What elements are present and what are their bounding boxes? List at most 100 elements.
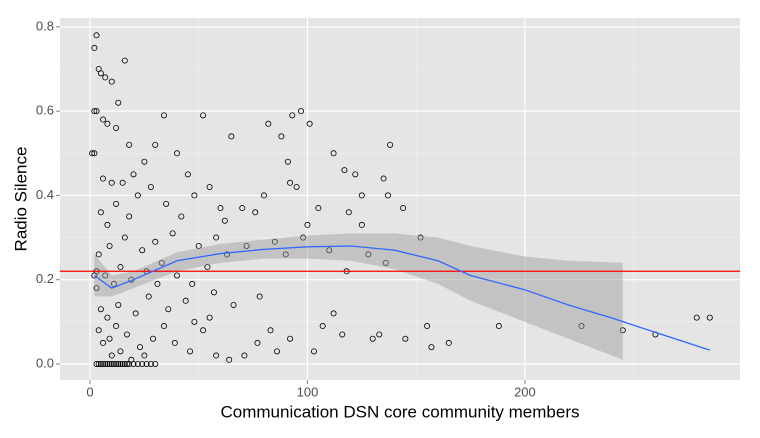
point	[345, 209, 352, 216]
x-tick-label: 0	[86, 384, 93, 399]
point	[213, 352, 220, 359]
point	[254, 339, 261, 346]
point	[402, 335, 409, 342]
point	[117, 264, 124, 271]
point	[154, 280, 161, 287]
point	[100, 360, 107, 367]
point	[95, 327, 102, 334]
point	[206, 314, 213, 321]
point	[330, 150, 337, 157]
point	[95, 251, 102, 258]
point	[91, 150, 98, 157]
point	[110, 360, 117, 367]
point	[152, 360, 159, 367]
smooth-line	[93, 245, 710, 351]
point	[226, 356, 233, 363]
point	[141, 352, 148, 359]
point	[365, 251, 372, 258]
point	[123, 331, 130, 338]
y-axis-title: Radio Silence	[11, 147, 30, 252]
point	[191, 192, 198, 199]
panel	[60, 18, 740, 380]
point	[106, 360, 113, 367]
point	[93, 108, 100, 115]
point	[445, 339, 452, 346]
point	[278, 133, 285, 140]
point	[169, 230, 176, 237]
point	[228, 133, 235, 140]
point	[213, 234, 220, 241]
point	[693, 314, 700, 321]
point	[578, 323, 585, 330]
point	[178, 213, 185, 220]
point	[293, 183, 300, 190]
y-tick-label: 0.8	[36, 18, 54, 33]
point	[147, 360, 154, 367]
point	[424, 323, 431, 330]
point	[150, 335, 157, 342]
point	[380, 175, 387, 182]
point	[310, 348, 317, 355]
y-tick-label: 0.4	[36, 187, 54, 202]
point	[217, 205, 224, 212]
point	[319, 323, 326, 330]
point	[134, 192, 141, 199]
point	[304, 221, 311, 228]
point	[115, 301, 122, 308]
point	[160, 323, 167, 330]
point	[126, 141, 133, 148]
point	[341, 167, 348, 174]
point	[158, 259, 165, 266]
point	[128, 356, 135, 363]
point	[134, 360, 141, 367]
point	[369, 335, 376, 342]
point	[130, 171, 137, 178]
point	[260, 192, 267, 199]
point	[91, 272, 98, 279]
point	[123, 360, 130, 367]
point	[195, 242, 202, 249]
point	[243, 242, 250, 249]
point	[119, 360, 126, 367]
point	[282, 251, 289, 258]
point	[252, 209, 259, 216]
point	[210, 289, 217, 296]
y-tick-label: 0.6	[36, 103, 54, 118]
point	[315, 205, 322, 212]
point	[126, 213, 133, 220]
point	[102, 360, 109, 367]
point	[104, 221, 111, 228]
point	[428, 344, 435, 351]
point	[387, 141, 394, 148]
point	[100, 339, 107, 346]
point	[139, 360, 146, 367]
point	[104, 314, 111, 321]
point	[115, 99, 122, 106]
point	[93, 285, 100, 292]
point	[132, 310, 139, 317]
point	[284, 158, 291, 165]
y-tick-label: 0.0	[36, 355, 54, 370]
point	[339, 331, 346, 338]
point	[108, 179, 115, 186]
point	[97, 360, 104, 367]
point	[206, 183, 213, 190]
point	[187, 348, 194, 355]
point	[89, 150, 96, 157]
point	[119, 179, 126, 186]
point	[358, 221, 365, 228]
point	[141, 158, 148, 165]
point	[106, 242, 113, 249]
point	[160, 112, 167, 119]
point	[113, 200, 120, 207]
point	[417, 234, 424, 241]
point	[173, 150, 180, 157]
point	[171, 339, 178, 346]
point	[93, 32, 100, 39]
point	[200, 112, 207, 119]
point	[104, 360, 111, 367]
point	[152, 141, 159, 148]
point	[108, 360, 115, 367]
point	[204, 264, 211, 271]
